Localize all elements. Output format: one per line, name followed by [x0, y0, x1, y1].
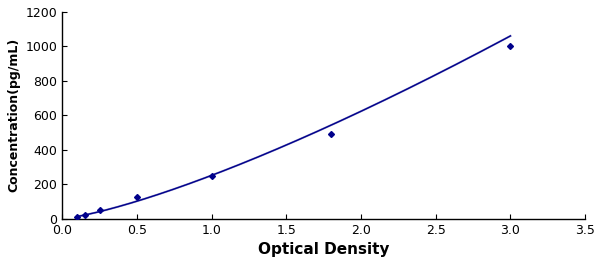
X-axis label: Optical Density: Optical Density: [258, 242, 389, 257]
Y-axis label: Concentration(pg/mL): Concentration(pg/mL): [7, 38, 20, 192]
